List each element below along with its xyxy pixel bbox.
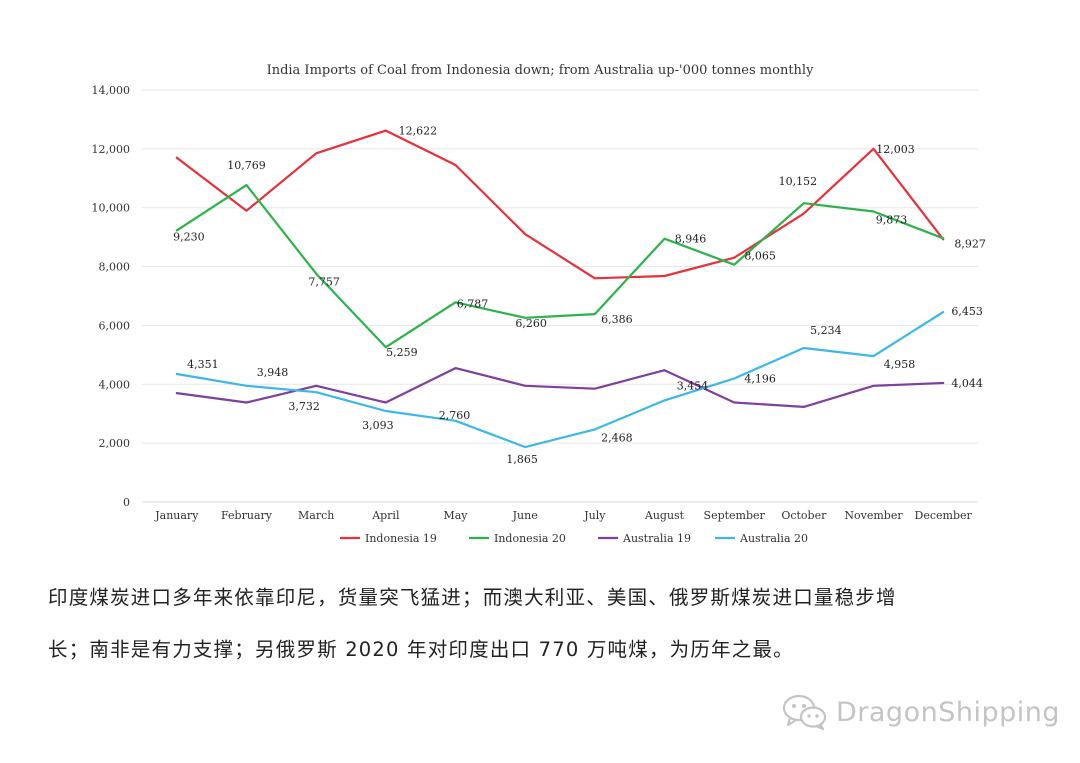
x-tick-label: August [644, 509, 685, 522]
data-label: 4,958 [884, 358, 916, 371]
x-tick-label: January [154, 509, 199, 522]
legend-item: Australia 20 [715, 532, 808, 545]
article-caption: 印度煤炭进口多年来依靠印尼，货量突飞猛进；而澳大利亚、美国、俄罗斯煤炭进口量稳步… [48, 572, 1038, 676]
data-label: 2,468 [601, 431, 633, 444]
y-tick-label: 8,000 [99, 261, 131, 274]
data-label: 7,757 [308, 276, 340, 289]
data-label: 3,454 [677, 379, 709, 392]
chart-title: India Imports of Coal from Indonesia dow… [267, 63, 815, 78]
data-labels: 12,622 12,003 8,927 9,230 10,769 7,757 5,259 6,… [173, 125, 986, 467]
data-label: 9,873 [876, 213, 908, 226]
x-tick-label: February [221, 509, 273, 522]
legend-label: Indonesia 19 [365, 532, 437, 545]
data-label: 12,622 [399, 125, 438, 138]
legend-item: Indonesia 20 [469, 532, 566, 545]
series-line-indonesia-19 [175, 129, 945, 280]
data-label: 6,260 [515, 317, 547, 330]
x-tick-label: December [915, 509, 973, 522]
data-label: 5,234 [810, 324, 842, 337]
x-tick-label: May [443, 509, 468, 522]
gridlines [142, 89, 978, 503]
legend-label: Australia 19 [622, 532, 691, 545]
data-label: 10,769 [227, 159, 266, 172]
data-label: 3,732 [288, 400, 320, 413]
data-label: 12,003 [876, 143, 915, 156]
data-label: 6,453 [951, 305, 983, 318]
y-tick-label: 0 [123, 496, 130, 509]
data-label: 1,865 [506, 453, 538, 466]
chart-container: India Imports of Coal from Indonesia dow… [92, 63, 986, 545]
line-chart: India Imports of Coal from Indonesia dow… [92, 63, 986, 545]
data-label: 6,386 [601, 313, 633, 326]
legend-label: Indonesia 20 [494, 532, 566, 545]
legend-item: Indonesia 19 [340, 532, 437, 545]
x-tick-label: July [583, 509, 606, 522]
series-line-indonesia-20 [175, 184, 945, 349]
data-label: 4,196 [744, 373, 776, 386]
x-tick-label: October [781, 509, 827, 522]
y-tick-label: 14,000 [92, 84, 131, 97]
data-label: 6,787 [457, 297, 489, 310]
data-label: 3,948 [257, 366, 289, 379]
x-tick-label: March [298, 509, 334, 522]
y-tick-label: 12,000 [92, 143, 131, 156]
data-label: 8,927 [954, 237, 986, 250]
data-label: 8,946 [675, 233, 707, 246]
y-tick-label: 2,000 [99, 437, 131, 450]
series-line-australia-19 [175, 367, 945, 408]
watermark: DragonShipping [782, 690, 1060, 734]
y-tick-label: 4,000 [99, 378, 131, 391]
legend-item: Australia 19 [598, 532, 691, 545]
caption-line-1: 印度煤炭进口多年来依靠印尼，货量突飞猛进；而澳大利亚、美国、俄罗斯煤炭进口量稳步… [48, 586, 897, 609]
wechat-icon [782, 694, 827, 731]
series-lines [175, 129, 945, 449]
data-label: 4,351 [187, 358, 219, 371]
data-label: 5,259 [386, 346, 418, 359]
x-tick-label: September [704, 509, 766, 522]
data-label: 4,044 [951, 377, 983, 390]
caption-line-2: 长；南非是有力支撑；另俄罗斯 2020 年对印度出口 770 万吨煤，为历年之最… [48, 638, 794, 661]
legend-label: Australia 20 [739, 532, 808, 545]
data-label: 10,152 [779, 175, 818, 188]
y-tick-label: 6,000 [99, 319, 131, 332]
data-label: 9,230 [173, 230, 205, 243]
series-line-australia-20 [175, 311, 945, 449]
x-tick-label: April [371, 509, 400, 522]
data-label: 3,093 [362, 419, 394, 432]
x-tick-label: June [512, 509, 538, 522]
legend: Indonesia 19 Indonesia 20 Australia 19 Aust… [340, 532, 808, 545]
data-label: 8,065 [744, 250, 776, 263]
data-label: 2,760 [439, 409, 471, 422]
watermark-text: DragonShipping [836, 696, 1060, 728]
x-axis-ticks: January February March April May June July Augu… [154, 509, 972, 522]
y-tick-label: 10,000 [92, 202, 131, 215]
x-tick-label: November [844, 509, 903, 522]
y-axis-ticks: 0 2,000 4,000 6,000 8,000 10,000 12,000 14,000 [92, 84, 131, 509]
